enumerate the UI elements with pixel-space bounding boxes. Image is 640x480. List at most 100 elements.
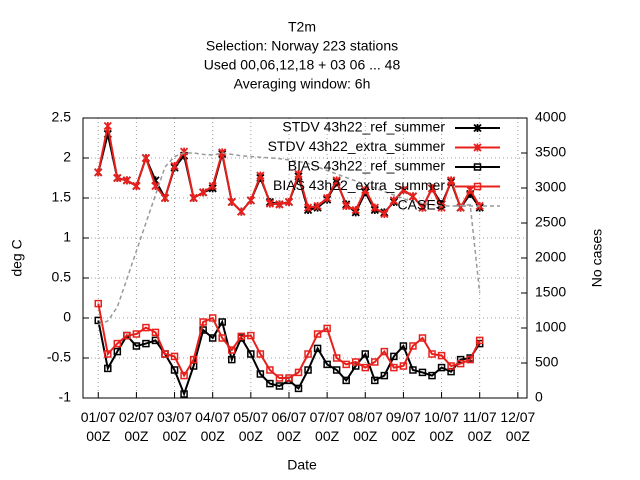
x-tick-label: 06/07 00Z bbox=[271, 409, 306, 444]
plot-frame bbox=[82, 117, 528, 399]
y-tick-label: 0 bbox=[63, 309, 71, 325]
point-marker bbox=[189, 355, 198, 364]
point-marker bbox=[122, 176, 132, 185]
point-marker bbox=[456, 359, 465, 368]
point-marker bbox=[371, 376, 379, 385]
x-tick-label: 09/07 00Z bbox=[386, 409, 421, 444]
y2-tick-label: 0 bbox=[535, 389, 543, 405]
point-marker bbox=[361, 363, 370, 372]
point-marker bbox=[446, 176, 456, 185]
point-marker bbox=[361, 185, 370, 195]
point-marker bbox=[218, 318, 226, 326]
point-marker bbox=[409, 342, 417, 350]
legend-marker bbox=[473, 123, 482, 133]
y-tick-label: -1 bbox=[59, 389, 72, 405]
legend-label: STDV 43h22_extra_summer bbox=[268, 138, 446, 154]
legend-label: STDV 43h22_ref_summer bbox=[282, 119, 445, 135]
point-marker bbox=[313, 201, 322, 211]
x-tick-label: 02/07 00Z bbox=[119, 409, 154, 444]
point-marker bbox=[285, 374, 293, 382]
y-tick-label: 0.5 bbox=[52, 269, 72, 285]
point-marker bbox=[266, 379, 274, 388]
point-marker bbox=[399, 342, 408, 350]
point-marker bbox=[170, 352, 179, 361]
x-tick-label: 03/07 00Z bbox=[157, 409, 192, 444]
x-tick-label: 05/07 00Z bbox=[233, 409, 268, 444]
point-marker bbox=[208, 314, 217, 322]
y2-tick-label: 2500 bbox=[535, 214, 566, 230]
point-marker bbox=[389, 196, 399, 205]
point-marker bbox=[313, 344, 322, 353]
point-marker bbox=[161, 350, 169, 358]
y2-tick-label: 3000 bbox=[535, 179, 566, 195]
point-marker bbox=[304, 350, 312, 358]
point-marker bbox=[180, 390, 188, 398]
subtitle: Averaging window: 6h bbox=[234, 76, 371, 92]
y2-tick-label: 500 bbox=[535, 354, 559, 370]
point-marker bbox=[447, 362, 455, 370]
chart-title: T2m bbox=[288, 19, 316, 35]
point-marker bbox=[218, 148, 227, 157]
point-marker bbox=[227, 197, 236, 207]
point-marker bbox=[428, 350, 436, 358]
y2-axis-label: No cases bbox=[589, 229, 605, 287]
point-marker bbox=[189, 193, 198, 203]
point-marker bbox=[113, 339, 122, 348]
point-marker bbox=[275, 382, 284, 390]
y-tick-label: -0.5 bbox=[47, 349, 71, 365]
point-marker bbox=[199, 188, 208, 197]
point-marker bbox=[228, 346, 236, 354]
point-marker bbox=[266, 366, 274, 374]
x-tick-label: 08/07 00Z bbox=[348, 409, 383, 444]
legend-marker bbox=[473, 143, 482, 152]
point-marker bbox=[237, 207, 246, 216]
point-marker bbox=[418, 203, 427, 212]
point-marker bbox=[304, 366, 312, 374]
point-marker bbox=[208, 334, 217, 342]
point-marker bbox=[427, 184, 437, 193]
point-marker bbox=[113, 173, 122, 183]
point-marker bbox=[408, 192, 418, 201]
y2-tick-label: 2000 bbox=[535, 249, 566, 265]
point-marker bbox=[275, 200, 284, 209]
point-marker bbox=[390, 352, 398, 361]
point-marker bbox=[113, 347, 122, 356]
point-marker bbox=[132, 342, 141, 350]
point-marker bbox=[380, 347, 389, 356]
point-marker bbox=[170, 366, 179, 374]
y2-tick-label: 1000 bbox=[535, 319, 566, 335]
point-marker bbox=[475, 336, 484, 345]
point-marker bbox=[418, 334, 427, 342]
subtitle: Used 00,06,12,18 + 03 06 ... 48 bbox=[204, 57, 401, 73]
point-marker bbox=[151, 328, 160, 337]
point-marker bbox=[142, 323, 150, 332]
y2-tick-label: 3500 bbox=[535, 144, 566, 160]
series-line bbox=[98, 152, 481, 326]
y-tick-label: 1.5 bbox=[52, 189, 72, 205]
point-marker bbox=[294, 368, 303, 377]
point-marker bbox=[342, 376, 350, 385]
legend-label: BIAS 43h22_extra_summer bbox=[273, 177, 445, 193]
point-marker bbox=[323, 360, 331, 369]
x-tick-label: 07/07 00Z bbox=[310, 409, 345, 444]
point-marker bbox=[351, 358, 360, 366]
subtitle: Selection: Norway 223 stations bbox=[206, 38, 398, 54]
point-marker bbox=[132, 330, 141, 338]
point-marker bbox=[275, 374, 284, 382]
y2-tick-label: 1500 bbox=[535, 284, 566, 300]
point-marker bbox=[332, 354, 341, 362]
point-marker bbox=[170, 161, 179, 171]
point-marker bbox=[103, 121, 112, 131]
point-marker bbox=[466, 355, 474, 364]
point-marker bbox=[332, 176, 341, 185]
point-marker bbox=[247, 350, 255, 358]
point-marker bbox=[104, 350, 112, 358]
point-marker bbox=[399, 185, 408, 195]
point-marker bbox=[132, 181, 141, 191]
point-marker bbox=[228, 355, 236, 364]
point-marker bbox=[94, 299, 103, 308]
point-marker bbox=[247, 331, 255, 340]
legend-marker bbox=[473, 182, 482, 191]
point-marker bbox=[237, 332, 246, 341]
